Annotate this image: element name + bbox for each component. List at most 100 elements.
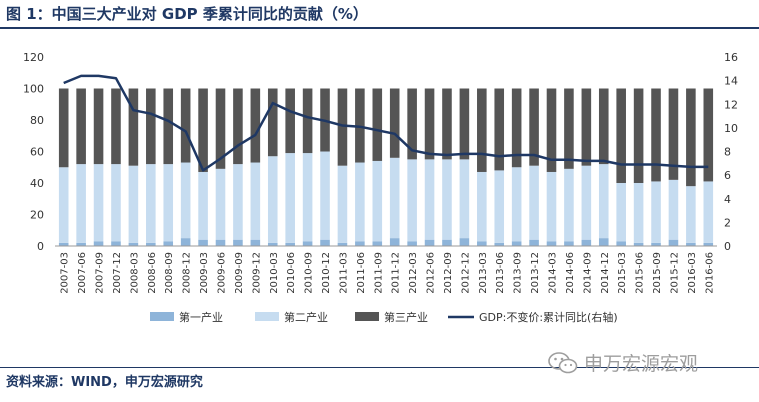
bar-secondary-industry: [93, 164, 104, 242]
bar-secondary-industry: [285, 153, 295, 243]
y-right-tick-label: 0: [724, 240, 731, 253]
bar-secondary-industry: [424, 159, 435, 240]
x-tick-label: 2008-03: [129, 252, 140, 294]
bar-primary-industry: [337, 242, 348, 246]
bar-primary-industry: [320, 239, 330, 246]
bar-tertiary-industry: [651, 88, 661, 182]
bar-primary-industry: [146, 242, 156, 246]
bar-primary-industry: [459, 238, 470, 246]
bar-secondary-industry: [372, 160, 383, 242]
bar-tertiary-industry: [616, 88, 626, 183]
x-tick-label: 2016-06: [704, 252, 715, 294]
bar-secondary-industry: [581, 165, 592, 240]
y-right-tick-label: 4: [724, 193, 731, 206]
bar-secondary-industry: [598, 164, 609, 239]
y-left-tick-label: 0: [37, 240, 44, 253]
x-tick-label: 2016-03: [687, 252, 698, 294]
bar-tertiary-industry: [76, 88, 86, 165]
x-tick-label: 2014-06: [565, 252, 576, 294]
legend-gdp-growth-label: GDP:不变价:累计同比(右轴): [479, 310, 618, 324]
bar-primary-industry: [424, 239, 435, 246]
x-tick-label: 2014-09: [582, 252, 593, 294]
bar-secondary-industry: [668, 179, 679, 240]
x-tick-label: 2008-09: [164, 252, 175, 294]
bar-secondary-industry: [267, 156, 278, 243]
bar-tertiary-industry: [163, 88, 174, 165]
bar-secondary-industry: [233, 164, 243, 240]
bar-primary-industry: [372, 241, 383, 246]
bar-primary-industry: [250, 239, 261, 246]
bar-tertiary-industry: [598, 88, 609, 165]
watermark: 申万宏源宏观: [548, 349, 698, 376]
bar-tertiary-industry: [494, 88, 505, 171]
x-tick-label: 2013-06: [495, 252, 506, 294]
bar-secondary-industry: [337, 165, 348, 243]
wechat-logo-icon: [548, 351, 578, 373]
y-left-tick-label: 80: [30, 114, 44, 127]
bar-secondary-industry: [215, 168, 226, 240]
bar-tertiary-industry: [267, 88, 278, 157]
gdp-growth-line: [63, 74, 709, 172]
legend-tertiary-industry-swatch: [355, 312, 379, 321]
bar-secondary-industry: [616, 183, 626, 242]
bar-tertiary-industry: [198, 88, 208, 172]
bar-secondary-industry: [546, 171, 557, 242]
bar-secondary-industry: [407, 159, 417, 242]
bar-secondary-industry: [302, 153, 313, 242]
x-tick-label: 2013-03: [478, 252, 489, 294]
title-divider: [0, 27, 759, 29]
bar-primary-industry: [546, 241, 557, 246]
bar-primary-industry: [215, 239, 226, 246]
bar-secondary-industry: [180, 162, 191, 239]
contribution-chart: 0 20 40 60 80 100 120 0 2 4 6 8 10 12 14 16 2007-03 2007-…: [23, 51, 738, 324]
y-left-tick-label: 100: [23, 83, 44, 96]
bar-primary-industry: [442, 239, 452, 246]
bar-tertiary-industry: [407, 88, 417, 160]
bar-secondary-industry: [477, 171, 487, 242]
bar-secondary-industry: [355, 162, 365, 242]
y-right-tick-label: 12: [724, 98, 738, 111]
legend-tertiary-industry-label: 第三产业: [384, 310, 428, 324]
bar-primary-industry: [529, 239, 539, 246]
bar-secondary-industry: [76, 164, 86, 243]
bar-tertiary-industry: [668, 88, 679, 180]
bar-secondary-industry: [320, 151, 330, 240]
y-right-tick-label: 16: [724, 51, 738, 64]
x-tick-label: 2011-12: [391, 252, 402, 294]
bar-primary-industry: [511, 241, 522, 246]
bar-secondary-industry: [146, 164, 156, 243]
bar-tertiary-industry: [633, 88, 644, 183]
x-tick-label: 2009-06: [217, 252, 228, 294]
bar-tertiary-industry: [180, 88, 191, 163]
bar-secondary-industry: [564, 168, 574, 242]
bar-tertiary-industry: [424, 88, 435, 160]
bar-tertiary-industry: [128, 88, 139, 166]
x-tick-label: 2007-12: [112, 252, 123, 294]
bar-tertiary-industry: [58, 88, 69, 168]
bar-primary-industry: [198, 239, 208, 246]
bar-secondary-industry: [529, 165, 539, 240]
bar-tertiary-industry: [686, 88, 696, 187]
bar-secondary-industry: [494, 170, 505, 243]
y-right-tick-label: 8: [724, 146, 731, 159]
y-left-tick-label: 40: [30, 177, 44, 190]
x-tick-label: 2008-12: [182, 252, 193, 294]
x-tick-label: 2015-09: [652, 252, 663, 294]
bar-tertiary-industry: [285, 88, 295, 154]
bar-tertiary-industry: [511, 88, 522, 168]
legend-primary-industry-swatch: [150, 312, 174, 321]
x-tick-label: 2010-03: [269, 252, 280, 294]
x-tick-label: 2015-12: [669, 252, 680, 294]
x-tick-label: 2010-09: [304, 252, 315, 294]
bar-primary-industry: [703, 242, 714, 246]
legend-secondary-industry-swatch: [255, 312, 279, 321]
bar-primary-industry: [389, 238, 400, 246]
bar-primary-industry: [180, 238, 191, 246]
bar-secondary-industry: [703, 181, 714, 243]
bar-tertiary-industry: [703, 88, 714, 182]
x-tick-label: 2013-09: [513, 252, 524, 294]
x-tick-label: 2008-06: [147, 252, 158, 294]
bar-secondary-industry: [459, 159, 470, 239]
x-tick-label: 2012-03: [408, 252, 419, 294]
legend-secondary-industry-label: 第二产业: [284, 310, 328, 324]
